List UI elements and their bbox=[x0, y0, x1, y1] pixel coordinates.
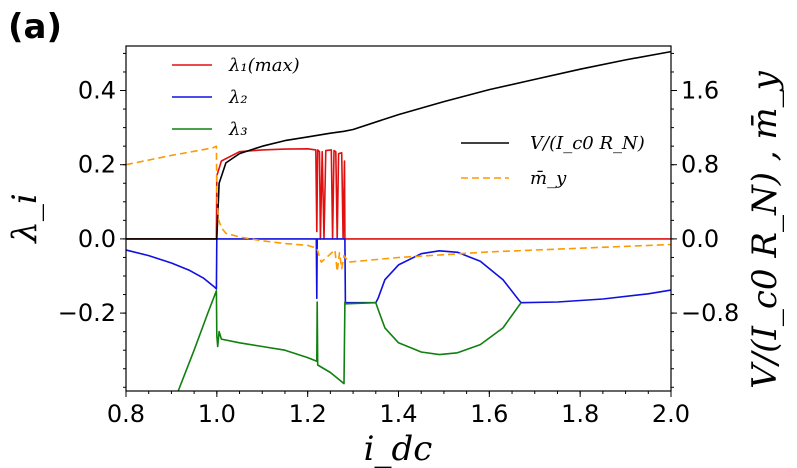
x-axis-label: i_dc bbox=[364, 429, 433, 468]
y-right-tick-label: −0.8 bbox=[681, 299, 739, 327]
x-tick-label: 2.0 bbox=[652, 400, 690, 428]
x-tick-label: 1.2 bbox=[289, 400, 327, 428]
series-line-lambda1 bbox=[126, 148, 671, 240]
series-line-V_over_Ic0RN bbox=[126, 50, 672, 240]
series-line-lambda3 bbox=[177, 289, 522, 392]
x-tick-label: 1.4 bbox=[379, 400, 417, 428]
y-right-tick-label: 1.6 bbox=[681, 77, 719, 105]
legend-label-my: m̄_y bbox=[530, 168, 567, 189]
series-line-lambda2 bbox=[125, 238, 672, 305]
legend-left: λ₁(max) λ₂ λ₃ bbox=[172, 55, 300, 140]
y-left-tick-label: 0.2 bbox=[78, 151, 116, 179]
y-left-tick-label: 0.4 bbox=[78, 77, 116, 105]
legend-right: V/(I_c0 R_N) m̄_y bbox=[461, 133, 645, 189]
y-left-tick-label: 0.0 bbox=[78, 225, 116, 253]
series-line-m_y bbox=[125, 145, 672, 273]
y-left-tick-label: −0.2 bbox=[58, 299, 116, 327]
ticks-layer: 0.8 1.0 1.2 1.4 1.6 1.8 2.0 −0.2 0.0 0.2 0.4 −0.8 0.… bbox=[58, 52, 739, 428]
legend-label-lambda1: λ₁(max) bbox=[228, 55, 300, 76]
y-right-tick-label: 0.0 bbox=[681, 225, 719, 253]
legend-label-lambda3: λ₃ bbox=[228, 119, 248, 140]
x-tick-label: 1.6 bbox=[470, 400, 508, 428]
panel-label: (a) bbox=[8, 7, 62, 47]
x-tick-label: 0.8 bbox=[107, 400, 145, 428]
x-tick-label: 1.0 bbox=[198, 400, 236, 428]
y-right-tick-label: 0.8 bbox=[681, 151, 719, 179]
y-axis-label-right: V/(I_c0 R_N) , m̄_y bbox=[745, 70, 785, 388]
series-layer bbox=[125, 50, 672, 392]
legend-label-voltage: V/(I_c0 R_N) bbox=[530, 133, 645, 154]
x-tick-label: 1.8 bbox=[561, 400, 599, 428]
legend-label-lambda2: λ₂ bbox=[228, 87, 248, 108]
y-axis-label-left: λ_i bbox=[5, 193, 45, 244]
